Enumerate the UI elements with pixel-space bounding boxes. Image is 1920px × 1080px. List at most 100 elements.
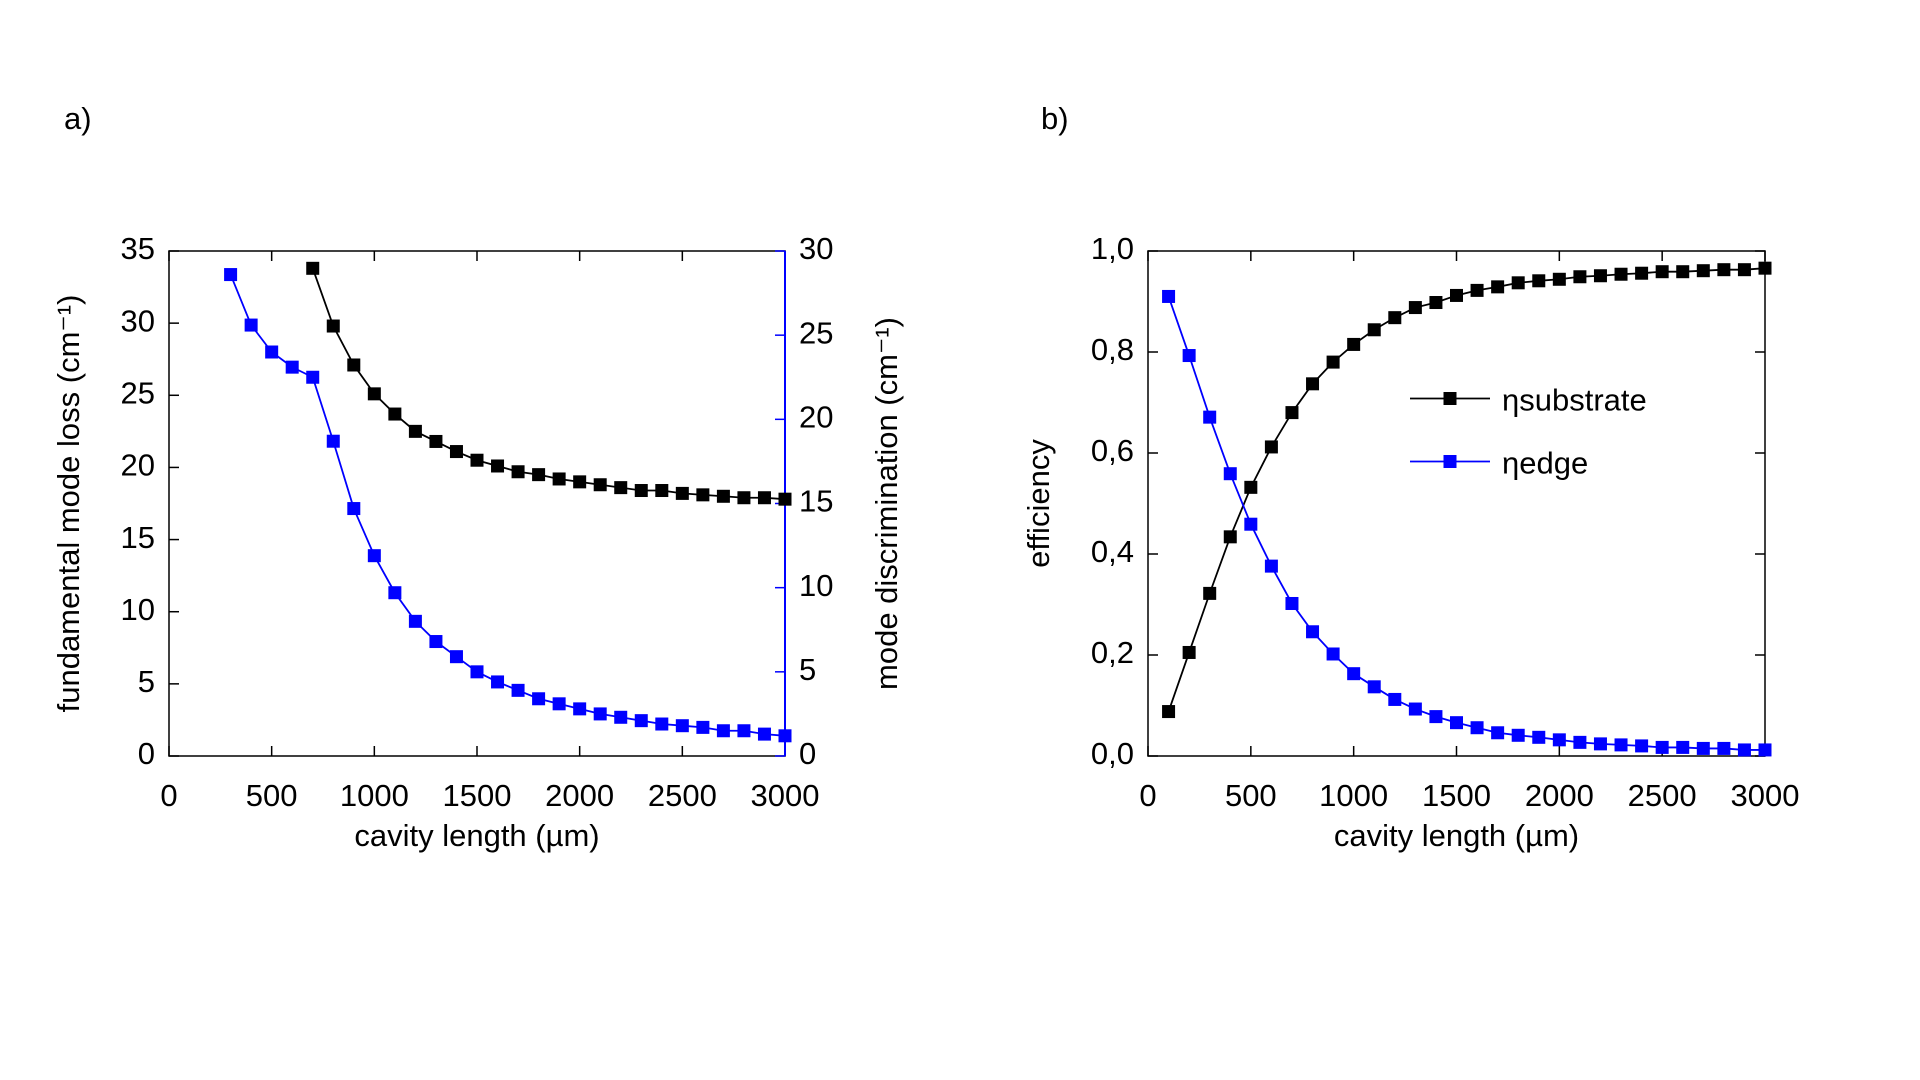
marker	[634, 714, 648, 728]
marker	[224, 268, 238, 282]
marker	[1491, 280, 1505, 294]
marker	[408, 424, 422, 438]
marker	[511, 683, 525, 697]
marker	[1655, 265, 1669, 279]
marker	[1306, 377, 1320, 391]
x-tick-label: 0	[160, 778, 177, 813]
y-tick-label: 5	[138, 664, 155, 699]
marker	[675, 719, 689, 733]
marker	[614, 710, 628, 724]
marker	[1593, 737, 1607, 751]
x-tick-label: 3000	[751, 778, 820, 813]
marker	[1552, 733, 1566, 747]
marker	[1244, 480, 1258, 494]
y2-tick-label: 0	[799, 736, 816, 771]
marker	[1573, 735, 1587, 749]
marker	[1326, 647, 1340, 661]
marker	[244, 318, 258, 332]
marker	[1511, 276, 1525, 290]
y-tick-label: 30	[121, 303, 155, 338]
y2-tick-label: 20	[799, 400, 833, 435]
marker	[737, 724, 751, 738]
x-tick-label: 1000	[1319, 778, 1388, 813]
marker	[1676, 265, 1690, 279]
marker	[675, 486, 689, 500]
marker	[1737, 743, 1751, 757]
y-tick-label: 15	[121, 520, 155, 555]
marker	[326, 434, 340, 448]
y-tick-label: 10	[121, 592, 155, 627]
panel-label: b)	[1041, 101, 1069, 136]
marker	[1758, 743, 1772, 757]
marker	[573, 475, 587, 489]
y-tick-label: 0,4	[1091, 534, 1134, 569]
series-line	[311, 268, 786, 501]
marker	[1491, 726, 1505, 740]
marker	[429, 635, 443, 649]
marker	[1326, 355, 1340, 369]
marker	[1511, 728, 1525, 742]
marker	[634, 484, 648, 498]
marker	[408, 614, 422, 628]
marker	[696, 488, 710, 502]
marker	[1717, 741, 1731, 755]
marker	[388, 586, 402, 600]
marker	[593, 478, 607, 492]
marker	[367, 549, 381, 563]
marker	[1635, 739, 1649, 753]
marker	[1203, 586, 1217, 600]
marker	[532, 468, 546, 482]
marker	[1182, 349, 1196, 363]
y-tick-label: 1,0	[1091, 231, 1134, 266]
marker	[716, 724, 730, 738]
marker	[1429, 710, 1443, 724]
marker	[1306, 625, 1320, 639]
x-tick-label: 500	[1225, 778, 1277, 813]
x-tick-label: 2000	[1525, 778, 1594, 813]
marker	[1593, 269, 1607, 283]
marker	[265, 345, 279, 359]
y2-tick-label: 30	[799, 231, 833, 266]
marker	[1264, 559, 1278, 573]
marker	[1408, 301, 1422, 315]
marker	[1470, 721, 1484, 735]
marker	[1203, 410, 1217, 424]
marker	[1264, 440, 1278, 454]
y-tick-label: 0,0	[1091, 736, 1134, 771]
y2-tick-label: 10	[799, 568, 833, 603]
plot-frame	[168, 250, 786, 757]
panel: a) 0 500 1000 1500 2000 2500 3000 0 5 10 15 20 25 30 35…	[51, 101, 904, 853]
marker	[367, 387, 381, 401]
series-line	[229, 274, 786, 737]
marker	[511, 465, 525, 479]
legend-label: ηedge	[1502, 446, 1588, 481]
marker	[1696, 741, 1710, 755]
marker	[1244, 517, 1258, 531]
marker	[470, 453, 484, 467]
marker	[573, 702, 587, 716]
marker	[1655, 740, 1669, 754]
marker	[1408, 702, 1422, 716]
y-tick-label: 0,2	[1091, 635, 1134, 670]
panel-label: a)	[64, 101, 92, 136]
x-tick-label: 2500	[648, 778, 717, 813]
x-axis-title: cavity length (µm)	[354, 818, 599, 853]
series-line	[1167, 296, 1765, 751]
marker	[1367, 680, 1381, 694]
marker	[1737, 263, 1751, 277]
x-tick-label: 2500	[1628, 778, 1697, 813]
x-axis-title: cavity length (µm)	[1334, 818, 1579, 853]
marker	[614, 481, 628, 495]
marker	[491, 459, 505, 473]
x-tick-label: 3000	[1731, 778, 1800, 813]
marker	[1182, 645, 1196, 659]
marker	[1223, 530, 1237, 544]
marker	[1162, 289, 1176, 303]
y-tick-label: 0,6	[1091, 433, 1134, 468]
marker	[1758, 261, 1772, 275]
marker	[757, 727, 771, 741]
marker	[347, 502, 361, 516]
marker	[737, 491, 751, 505]
y-tick-label: 0,8	[1091, 332, 1134, 367]
